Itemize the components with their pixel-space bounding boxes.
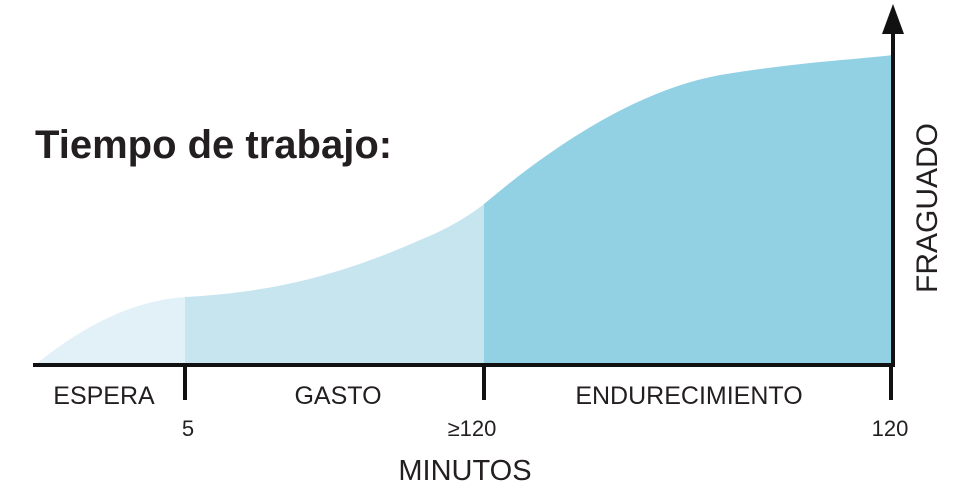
title: Tiempo de trabajo: [35,123,392,167]
phase-label: ESPERA [53,382,155,410]
tick-label: ≥120 [448,416,497,441]
phase-label: ENDURECIMIENTO [575,382,802,410]
tick-label: 120 [872,416,909,441]
tick-label: 5 [182,416,194,441]
y-axis-label: FRAGUADO [911,123,944,293]
y-axis-arrow [882,4,904,34]
phase-label: GASTO [294,382,381,410]
x-axis-label: MINUTOS [398,455,531,487]
